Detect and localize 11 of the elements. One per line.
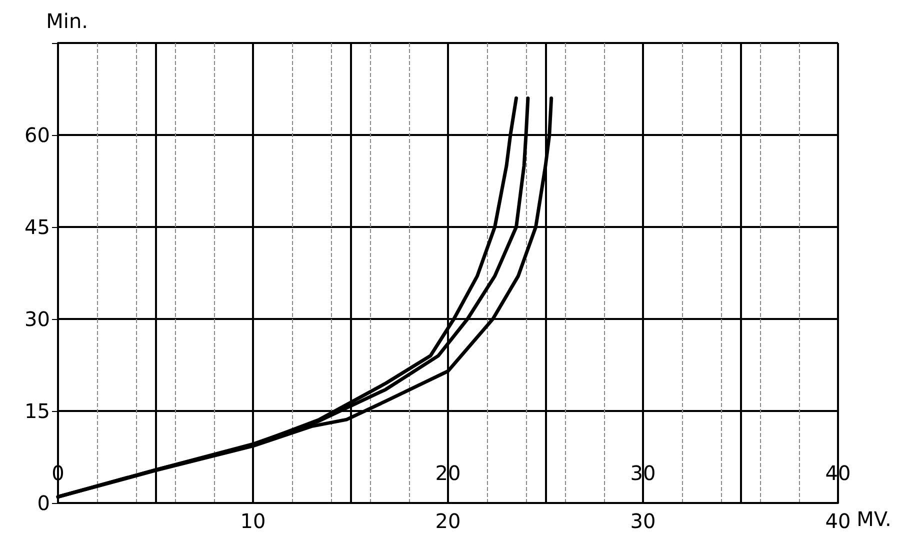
y-tick-label: 30 xyxy=(24,307,50,331)
y-axis-title: Min. xyxy=(46,9,88,33)
y-tick-label: 15 xyxy=(24,399,50,423)
x-tick-label: 40 xyxy=(825,509,851,533)
x-tick-label: 30 xyxy=(630,509,656,533)
x-tick-label: 20 xyxy=(435,509,461,533)
x-axis-title: MV. xyxy=(856,507,892,531)
y-tick-label: 0 xyxy=(37,491,50,515)
y-tick-label: 45 xyxy=(24,215,50,239)
x-tick-label: 10 xyxy=(240,509,266,533)
y-tick-label: 60 xyxy=(24,123,50,147)
